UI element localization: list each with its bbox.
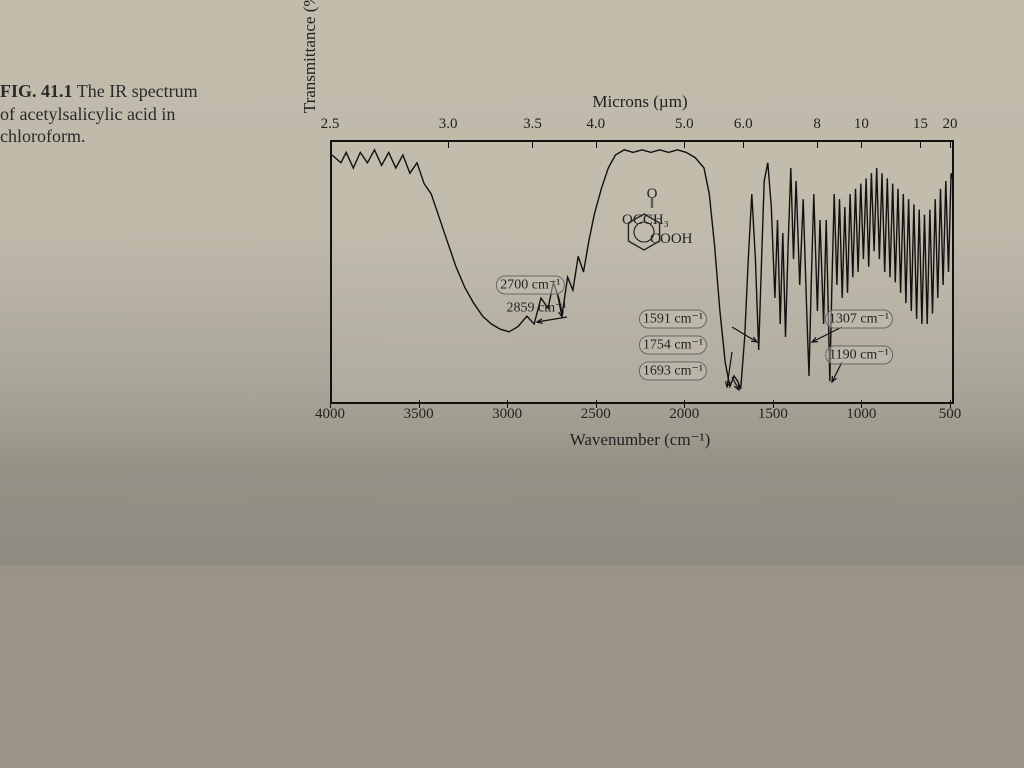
bottom-tick-label: 3000 bbox=[492, 406, 522, 423]
bottom-tick-label: 4000 bbox=[315, 406, 345, 423]
peak-label-p2700: 2700 cm⁻¹ bbox=[496, 276, 564, 295]
bottom-tick-mark bbox=[950, 400, 951, 408]
bottom-tick-mark bbox=[507, 400, 508, 408]
top-tick-mark bbox=[684, 140, 685, 148]
structure-dbl: ‖ bbox=[622, 197, 682, 213]
bottom-tick-label: 3500 bbox=[404, 406, 434, 423]
bottom-tick-mark bbox=[773, 400, 774, 408]
top-tick-label: 3.5 bbox=[523, 116, 542, 133]
figure-number: FIG. 41.1 bbox=[0, 81, 73, 101]
caption-line2: of acetylsalicylic acid in bbox=[0, 104, 175, 124]
ir-spectrum-chart: O ‖ OCCH₃ COOH 2700 cm⁻¹ 2859 cm⁻¹ 1591 cm… bbox=[330, 140, 954, 404]
peak-label-p1591: 1591 cm⁻¹ bbox=[639, 309, 707, 328]
top-tick-label: 15 bbox=[913, 116, 928, 133]
top-tick-label: 5.0 bbox=[675, 116, 694, 133]
top-tick-label: 2.5 bbox=[321, 116, 340, 133]
top-tick-mark bbox=[861, 140, 862, 148]
bottom-tick-mark bbox=[330, 400, 331, 408]
bottom-tick-label: 500 bbox=[939, 406, 962, 423]
top-tick-mark bbox=[817, 140, 818, 148]
peak-label-p1754: 1754 cm⁻¹ bbox=[639, 335, 707, 354]
bottom-tick-mark bbox=[419, 400, 420, 408]
top-tick-label: 4.0 bbox=[586, 116, 605, 133]
top-tick-label: 8 bbox=[813, 116, 821, 133]
y-axis-label: Transmittance (%) bbox=[300, 0, 320, 160]
bottom-tick-mark bbox=[684, 400, 685, 408]
molecule-label: O ‖ OCCH₃ COOH bbox=[622, 187, 782, 248]
page-glare bbox=[0, 445, 1024, 565]
structure-OCCH3: OCCH₃ bbox=[622, 213, 782, 229]
top-axis-title: Microns (µm) bbox=[330, 92, 950, 112]
bottom-tick-label: 1500 bbox=[758, 406, 788, 423]
top-tick-mark bbox=[330, 140, 331, 148]
page: FIG. 41.1 The IR spectrum of acetylsalic… bbox=[0, 0, 1024, 768]
top-tick-label: 20 bbox=[943, 116, 958, 133]
top-tick-mark bbox=[448, 140, 449, 148]
peak-label-p2859: 2859 cm⁻¹ bbox=[503, 300, 569, 317]
caption-line3: chloroform. bbox=[0, 126, 85, 146]
caption-line1: The IR spectrum bbox=[77, 81, 198, 101]
peak-label-p1307: 1307 cm⁻¹ bbox=[825, 309, 893, 328]
top-tick-mark bbox=[743, 140, 744, 148]
bottom-tick-mark bbox=[596, 400, 597, 408]
top-tick-label: 3.0 bbox=[439, 116, 458, 133]
figure-caption: FIG. 41.1 The IR spectrum of acetylsalic… bbox=[0, 80, 260, 148]
bottom-tick-label: 2000 bbox=[669, 406, 699, 423]
bottom-tick-mark bbox=[861, 400, 862, 408]
top-tick-mark bbox=[950, 140, 951, 148]
top-tick-mark bbox=[532, 140, 533, 148]
peak-label-p1693: 1693 cm⁻¹ bbox=[639, 361, 707, 380]
bottom-tick-label: 1000 bbox=[846, 406, 876, 423]
top-tick-mark bbox=[920, 140, 921, 148]
peak-label-p1190: 1190 cm⁻¹ bbox=[825, 346, 893, 365]
top-tick-label: 10 bbox=[854, 116, 869, 133]
structure-COOH: COOH bbox=[650, 232, 782, 248]
bottom-tick-label: 2500 bbox=[581, 406, 611, 423]
top-tick-mark bbox=[596, 140, 597, 148]
top-tick-label: 6.0 bbox=[734, 116, 753, 133]
